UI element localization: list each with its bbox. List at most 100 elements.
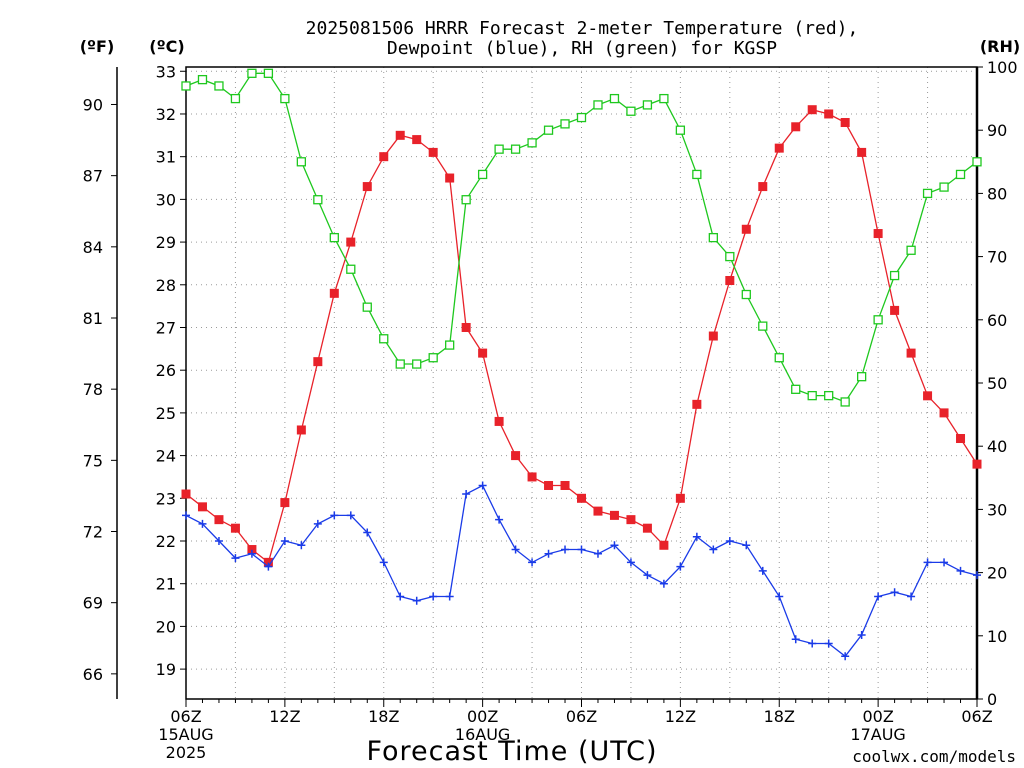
dewpoint-point — [890, 588, 899, 597]
rh-point — [477, 169, 488, 180]
rh-point — [856, 372, 867, 382]
dewpoint-point — [330, 511, 339, 520]
rh-axis-tick-label: 60 — [987, 311, 1007, 330]
dewpoint-point — [643, 571, 652, 580]
rh-point — [609, 93, 620, 104]
temperature-point — [873, 229, 883, 239]
rh-point — [626, 106, 636, 116]
chart-title-line2: Dewpoint (blue), RH (green) for KGSP — [387, 38, 777, 59]
dewpoint-point — [775, 592, 784, 601]
c-axis-tick-label: 30 — [156, 190, 176, 209]
dewpoint-point — [659, 579, 668, 588]
rh-point — [543, 125, 554, 135]
temperature-point — [609, 510, 619, 520]
x-axis-date-label: 16AUG — [455, 725, 510, 744]
temperature-point — [972, 459, 982, 469]
rh-point — [428, 353, 438, 363]
f-axis-tick-label: 87 — [83, 167, 103, 186]
temperature-point — [593, 506, 603, 516]
rh-point — [840, 397, 850, 407]
rh-point — [725, 251, 735, 262]
grid-lines — [186, 67, 977, 699]
x-axis-tick-label: 12Z — [665, 707, 696, 726]
f-axis-tick-label: 75 — [83, 451, 103, 470]
rh-axis-tick-label: 80 — [987, 184, 1007, 203]
rh-point — [675, 125, 686, 135]
rh-point — [955, 169, 966, 180]
dewpoint-point — [593, 549, 602, 558]
rh-axis-tick-label: 100 — [987, 58, 1018, 77]
temperature-point — [445, 173, 455, 183]
rh-point — [296, 157, 307, 167]
dewpoint-point — [214, 537, 223, 545]
temperature-point — [725, 276, 735, 286]
temperature-point — [197, 502, 207, 512]
dewpoint-point — [346, 511, 355, 520]
dewpoint-point — [313, 519, 322, 528]
dewpoint-point — [758, 566, 767, 575]
dewpoint-point — [857, 630, 866, 639]
temperature-point — [412, 135, 422, 145]
dewpoint-point — [231, 554, 240, 563]
rh-point — [939, 182, 949, 192]
temperature-point — [280, 498, 290, 508]
x-axis-tick-label: 06Z — [961, 707, 992, 726]
credit-text: coolwx.com/models — [852, 747, 1016, 766]
dewpoint-point — [247, 549, 256, 558]
rh-point — [362, 302, 372, 312]
temperature-point — [923, 391, 933, 401]
c-axis-tick-label: 22 — [156, 532, 176, 551]
rh-point — [576, 112, 587, 123]
c-axis-tick-label: 29 — [156, 233, 176, 252]
rh-point — [230, 93, 241, 104]
rh-point — [494, 144, 504, 154]
temperature-point — [329, 288, 339, 298]
rh-point — [181, 81, 191, 91]
rh-point — [889, 270, 900, 281]
rh-point — [510, 144, 521, 154]
c-axis-tick-label: 19 — [156, 660, 176, 679]
unit-label-rh: (RH) — [980, 37, 1020, 56]
rh-point — [741, 289, 751, 300]
dewpoint-point — [808, 639, 817, 648]
x-axis-tick-label: 18Z — [368, 707, 399, 726]
rh-point — [313, 195, 323, 205]
rh-point — [807, 390, 817, 401]
rh-point — [346, 264, 356, 274]
c-axis-tick-label: 31 — [156, 148, 176, 167]
temperature-point — [527, 472, 537, 482]
x-axis-tick-label: 00Z — [467, 707, 498, 726]
temperature-point — [642, 523, 652, 533]
x-axis-tick-label: 06Z — [566, 707, 597, 726]
dewpoint-point — [198, 519, 207, 528]
rh-axis-tick-label: 30 — [987, 500, 1007, 519]
rh-point — [197, 74, 208, 85]
dewpoint-point — [528, 558, 537, 567]
temperature-point — [560, 480, 570, 490]
c-axis-tick-label: 25 — [156, 404, 176, 423]
dewpoint-point — [610, 541, 619, 550]
dewpoint-point — [544, 549, 553, 558]
c-axis-tick-label: 28 — [156, 276, 176, 295]
dewpoint-point — [824, 639, 833, 648]
data-series — [181, 68, 982, 661]
rh-point — [412, 359, 422, 369]
x-axis-date-label: 15AUG — [158, 725, 213, 744]
rh-point — [791, 384, 801, 394]
f-axis-tick-label: 84 — [83, 238, 103, 257]
rh-point — [395, 359, 405, 369]
temperature-point — [313, 357, 323, 367]
dewpoint-point — [907, 592, 916, 601]
rh-point — [247, 68, 257, 78]
temperature-point — [708, 331, 718, 341]
temperature-point — [906, 348, 916, 358]
c-axis-tick-label: 24 — [156, 447, 176, 466]
dewpoint-point — [495, 515, 504, 524]
f-axis-tick-label: 90 — [83, 95, 103, 114]
temperature-point — [346, 237, 356, 247]
x-axis-title: Forecast Time (UTC) — [366, 736, 657, 767]
c-axis-tick-label: 32 — [156, 105, 176, 124]
x-axis-tick-label: 06Z — [170, 707, 201, 726]
temperature-point — [577, 493, 586, 503]
